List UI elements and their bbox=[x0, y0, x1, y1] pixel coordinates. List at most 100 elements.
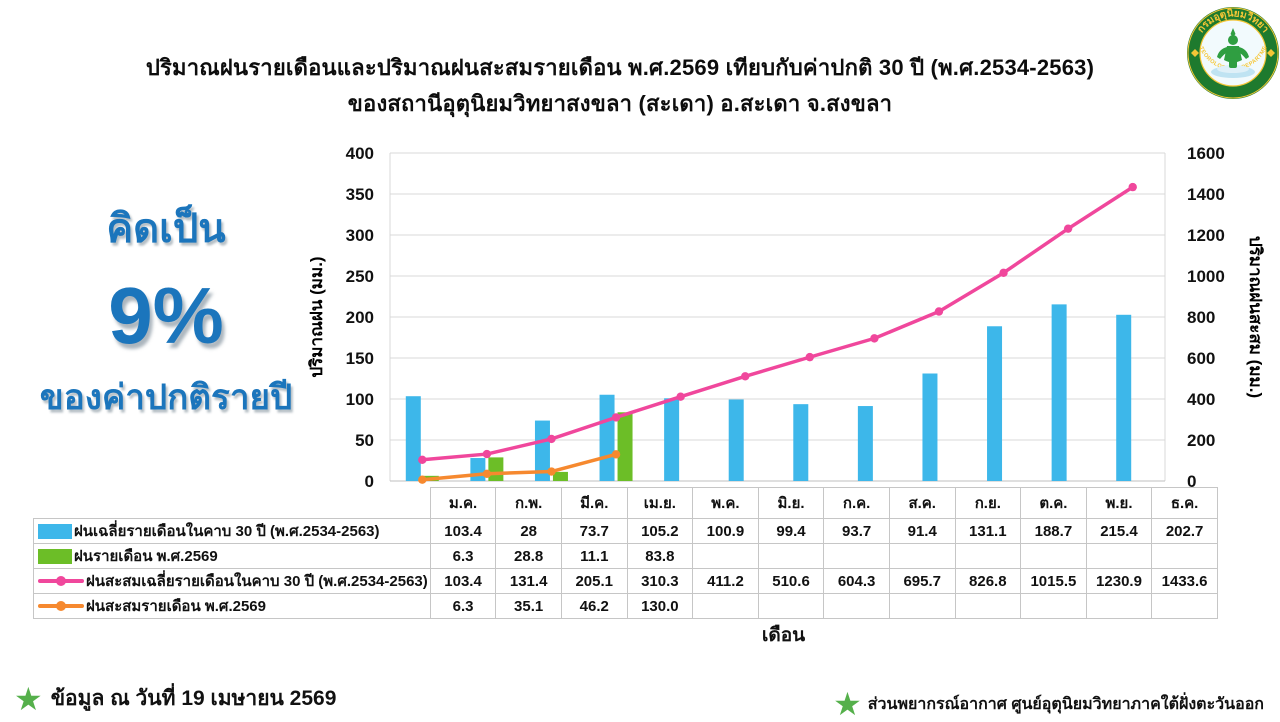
value-cell bbox=[757, 543, 825, 569]
series-legend-label: ฝนสะสมเฉลี่ยรายเดือนในคาบ 30 ปี (พ.ศ.253… bbox=[86, 573, 428, 590]
rainfall-combo-chart: 0 0 50 200 100 400 150 600 200 800 250 1000 300 1200 3… bbox=[307, 144, 1265, 490]
line-marker bbox=[741, 372, 750, 381]
logo-deity-figure-icon bbox=[1211, 28, 1255, 78]
value-cell: 93.7 bbox=[823, 518, 890, 544]
value-cell: 202.7 bbox=[1151, 518, 1218, 544]
title-line-2: ของสถานีอุตุนิยมวิทยาสงขลา (สะเดา) อ.สะเ… bbox=[347, 91, 893, 116]
right-axis-tick: 400 bbox=[1187, 390, 1215, 409]
month-header-cell: เม.ย. bbox=[626, 487, 694, 519]
footer-data-date: ★ ข้อมูล ณ วันที่ 19 เมษายน 2569 bbox=[14, 682, 336, 715]
value-cell bbox=[757, 593, 825, 619]
value-cell: 131.1 bbox=[954, 518, 1022, 544]
month-header-cell: ธ.ค. bbox=[1151, 487, 1218, 519]
normal-month-rain-bar bbox=[987, 326, 1003, 481]
value-cell: 131.4 bbox=[495, 568, 562, 594]
month-header-cell: ก.ย. bbox=[954, 487, 1022, 519]
footer-right-text: ส่วนพยากรณ์อากาศ ศูนย์อุตุนิยมวิทยาภาคใต… bbox=[867, 695, 1264, 713]
value-cell bbox=[1020, 593, 1087, 619]
right-axis-tick: 200 bbox=[1187, 431, 1215, 450]
title-line-1: ปริมาณฝนรายเดือนและปริมาณฝนสะสมรายเดือน … bbox=[145, 55, 1095, 80]
right-axis-tick: 600 bbox=[1187, 349, 1215, 368]
month-header-cell: พ.ค. bbox=[692, 487, 759, 519]
report-title: ปริมาณฝนรายเดือนและปริมาณฝนสะสมรายเดือน … bbox=[0, 50, 1240, 122]
series-legend-cell: ฝนสะสมรายเดือน พ.ศ.2569 bbox=[33, 593, 431, 619]
table-corner-cell bbox=[33, 487, 431, 519]
value-cell: 105.2 bbox=[626, 518, 694, 544]
right-axis-tick: 1600 bbox=[1187, 144, 1225, 163]
value-cell: 826.8 bbox=[954, 568, 1022, 594]
normal-month-rain-bar bbox=[922, 373, 938, 481]
value-cell: 411.2 bbox=[692, 568, 759, 594]
value-cell: 188.7 bbox=[1020, 518, 1087, 544]
value-cell: 100.9 bbox=[692, 518, 759, 544]
value-cell bbox=[954, 543, 1022, 569]
normal-month-rain-bar bbox=[534, 420, 550, 481]
line-marker bbox=[611, 413, 621, 422]
logo-left-diamond-icon bbox=[1191, 49, 1199, 57]
table-row: ฝนเฉลี่ยรายเดือนในคาบ 30 ปี (พ.ศ.2534-25… bbox=[33, 518, 1218, 544]
value-cell: 604.3 bbox=[823, 568, 890, 594]
normal-month-rain-bar bbox=[1051, 304, 1067, 481]
value-cell: 1433.6 bbox=[1151, 568, 1218, 594]
left-axis-tick: 0 bbox=[365, 472, 374, 490]
normal-month-rain-bar bbox=[1116, 314, 1132, 481]
star-icon: ★ bbox=[833, 686, 862, 722]
value-cell bbox=[954, 593, 1022, 619]
value-cell: 91.4 bbox=[888, 518, 956, 544]
value-cell: 6.3 bbox=[429, 543, 497, 569]
legend-bar-swatch-icon bbox=[38, 548, 72, 564]
series-legend-cell: ฝนเฉลี่ยรายเดือนในคาบ 30 ปี (พ.ศ.2534-25… bbox=[33, 518, 431, 544]
series-legend-cell: ฝนรายเดือน พ.ศ.2569 bbox=[33, 543, 431, 569]
left-axis-title: ปริมาณฝน (มม.) bbox=[307, 256, 326, 377]
value-cell bbox=[1085, 593, 1153, 619]
line-marker bbox=[418, 475, 427, 484]
value-cell: 83.8 bbox=[626, 543, 694, 569]
normal-month-rain-bar bbox=[664, 398, 680, 481]
line-marker bbox=[676, 392, 685, 401]
value-cell: 510.6 bbox=[757, 568, 825, 594]
line-marker bbox=[870, 334, 879, 343]
right-axis-tick: 800 bbox=[1187, 308, 1215, 327]
value-cell: 1230.9 bbox=[1085, 568, 1153, 594]
current-month-rain-bar bbox=[617, 412, 633, 481]
value-cell: 28 bbox=[495, 518, 562, 544]
legend-line-dot-icon bbox=[56, 601, 66, 611]
meteorological-department-logo-icon: กรมอุตุนิยมวิทยา METEOROLOGICAL DEPARTME… bbox=[1186, 6, 1279, 99]
left-axis-tick: 150 bbox=[346, 349, 374, 368]
footer-source: ★ ส่วนพยากรณ์อากาศ ศูนย์อุตุนิยมวิทยาภาค… bbox=[833, 688, 1264, 720]
table-row: ฝนสะสมเฉลี่ยรายเดือนในคาบ 30 ปี (พ.ศ.253… bbox=[33, 568, 1218, 594]
line-marker bbox=[805, 352, 814, 362]
footer-left-text: ข้อมูล ณ วันที่ 19 เมษายน 2569 bbox=[50, 687, 337, 710]
current-cumulative-line bbox=[420, 452, 618, 482]
normal-month-rain-bar bbox=[470, 458, 486, 481]
current-month-rain-bar bbox=[488, 457, 504, 481]
value-cell bbox=[823, 593, 890, 619]
value-cell: 1015.5 bbox=[1020, 568, 1087, 594]
left-axis-tick: 50 bbox=[355, 431, 374, 450]
line-marker bbox=[1128, 182, 1137, 192]
value-cell bbox=[692, 593, 759, 619]
chart-data-table: ม.ค. ก.พ. มี.ค. เม.ย. พ.ค. มิ.ย. ก.ค. ส.ค. ก.ย. ต… bbox=[33, 487, 1218, 619]
month-header-cell: มิ.ย. bbox=[757, 487, 825, 519]
normal-month-rain-bar bbox=[793, 404, 809, 481]
table-row: ฝนรายเดือน พ.ศ.2569 6.3 28.8 11.1 83.8 bbox=[33, 543, 1218, 569]
value-cell bbox=[888, 543, 956, 569]
legend-line-swatch-icon bbox=[38, 601, 84, 611]
line-marker bbox=[482, 469, 492, 479]
line-marker bbox=[934, 307, 944, 316]
series-legend-label: ฝนเฉลี่ยรายเดือนในคาบ 30 ปี (พ.ศ.2534-25… bbox=[74, 523, 380, 540]
legend-bar-swatch-icon bbox=[38, 523, 72, 539]
line-marker bbox=[547, 467, 556, 476]
value-cell: 73.7 bbox=[560, 518, 628, 544]
left-axis-tick: 350 bbox=[346, 185, 374, 204]
value-cell bbox=[692, 543, 759, 569]
highlight-percent-value: 9% bbox=[108, 271, 224, 360]
month-header-cell: ก.พ. bbox=[495, 487, 562, 519]
value-cell: 205.1 bbox=[560, 568, 628, 594]
left-axis-tick: 250 bbox=[346, 267, 374, 286]
logo-right-diamond-icon bbox=[1267, 49, 1275, 57]
table-row: ฝนสะสมรายเดือน พ.ศ.2569 6.3 35.1 46.2 130.0 bbox=[33, 593, 1218, 619]
value-cell: 215.4 bbox=[1085, 518, 1153, 544]
right-axis-tick: 0 bbox=[1187, 472, 1196, 490]
value-cell bbox=[1085, 543, 1153, 569]
